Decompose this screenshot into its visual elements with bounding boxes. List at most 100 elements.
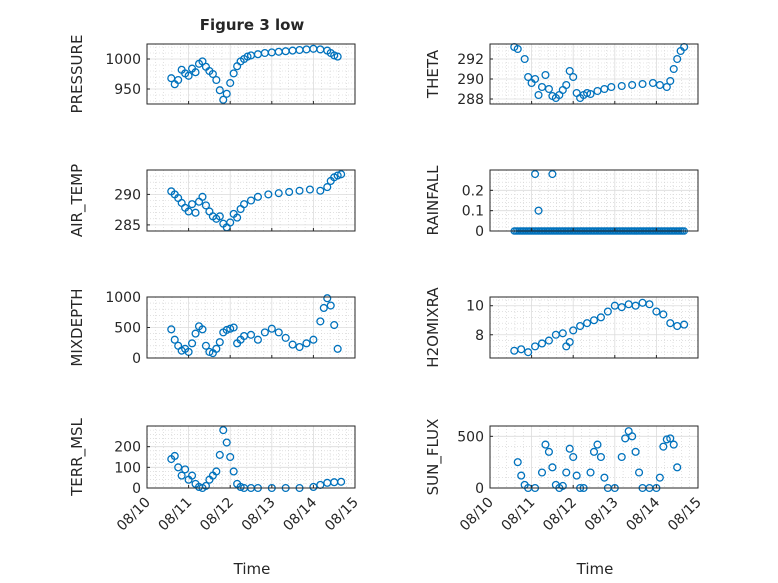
x-tick-label: 08/14 <box>280 494 320 534</box>
subplot-terr_msl: 0 100 200 08/10 08/11 08/12 08/13 08/14 08/15 TER… <box>68 417 362 534</box>
data-point <box>589 316 599 325</box>
data-point <box>562 468 571 477</box>
axes-box <box>489 169 699 232</box>
y-tick-label: 200 <box>114 440 141 456</box>
data-point <box>617 452 626 462</box>
data-point <box>617 81 626 91</box>
data-point <box>655 473 664 482</box>
data-point <box>659 442 668 451</box>
data-point <box>267 324 276 333</box>
data-point <box>659 310 668 319</box>
data-point <box>222 89 231 98</box>
data-point <box>226 324 235 333</box>
data-point <box>201 341 210 350</box>
data-point <box>596 313 605 322</box>
data-point <box>316 186 325 195</box>
data-point <box>631 447 640 456</box>
data-point <box>513 458 522 467</box>
data-point <box>274 189 283 198</box>
x-tick-label: 08/10 <box>114 495 154 535</box>
data-point <box>513 44 522 54</box>
data-point <box>562 80 571 90</box>
data-point <box>600 84 609 94</box>
data-point <box>212 344 221 353</box>
y-tick-label: 0.1 <box>462 204 484 220</box>
data-point <box>524 72 533 82</box>
data-point <box>603 307 612 316</box>
data-point <box>558 329 567 338</box>
plot-area <box>147 44 355 104</box>
data-point <box>544 84 553 94</box>
data-point <box>666 319 675 328</box>
data-point <box>537 82 547 92</box>
data-point <box>222 438 231 447</box>
x-tick-label: 08/14 <box>623 494 663 534</box>
data-point <box>240 200 249 209</box>
data-point <box>569 326 578 335</box>
x-axis-title-right: Time <box>576 560 614 578</box>
axes-box <box>146 43 356 105</box>
data-point <box>219 95 228 104</box>
data-point <box>666 76 675 86</box>
figure-title: Figure 3 low <box>200 16 305 34</box>
y-axis-label: RAINFALL <box>424 165 442 236</box>
data-point <box>253 192 262 201</box>
y-axis-label: H2OMIXRA <box>424 287 442 368</box>
y-tick-label: 1000 <box>105 52 141 68</box>
y-tick-label: 100 <box>114 460 141 476</box>
subplot-air_temp: 285 290 AIR_TEMP <box>68 164 356 237</box>
axes-box <box>489 425 699 489</box>
y-axis-label: AIR_TEMP <box>68 164 87 237</box>
data-point <box>184 71 193 80</box>
data-point <box>583 88 592 98</box>
y-tick-label: 0 <box>132 351 141 367</box>
data-point <box>524 348 533 357</box>
data-point <box>635 468 644 477</box>
data-point <box>537 468 547 477</box>
data-point <box>285 187 294 197</box>
data-point <box>669 64 678 74</box>
data-point <box>517 345 526 354</box>
data-point <box>229 323 238 332</box>
data-point <box>316 317 325 326</box>
data-point <box>170 335 179 344</box>
y-axis-label: SUN_FLUX <box>424 419 443 496</box>
data-point <box>638 79 647 89</box>
data-point <box>233 213 242 222</box>
data-point <box>593 86 602 96</box>
data-point <box>541 440 550 449</box>
data-point <box>666 434 675 443</box>
y-tick-label: 0.2 <box>462 183 484 199</box>
y-tick-label: 1000 <box>105 290 141 306</box>
x-axis-title-left: Time <box>233 560 271 578</box>
data-point <box>569 72 578 82</box>
data-point <box>617 303 626 312</box>
data-point <box>586 468 595 477</box>
data-point <box>326 301 335 310</box>
subplot-mixdepth: 0 500 1000 MIXDEPTH <box>68 288 356 367</box>
data-point <box>246 330 256 339</box>
data-point <box>215 338 224 347</box>
data-point <box>576 321 585 331</box>
data-point <box>174 75 183 85</box>
data-point <box>264 190 273 199</box>
data-point <box>215 86 224 95</box>
x-tick-label: 08/13 <box>582 495 622 535</box>
data-point <box>631 301 640 310</box>
subplot-sun_flux: 0 500 08/10 08/11 08/12 08/13 08/14 08/15 SUN_FL… <box>424 419 705 535</box>
data-point <box>600 473 609 482</box>
data-point <box>188 200 197 209</box>
data-point <box>188 339 197 348</box>
data-point <box>662 82 671 92</box>
data-point <box>323 294 332 303</box>
data-point <box>593 440 602 449</box>
data-point <box>534 206 543 215</box>
x-tick-label: 08/11 <box>499 495 539 535</box>
subplot-rainfall: 0 0.1 0.2 RAINFALL <box>424 165 699 240</box>
x-tick-label: 08/15 <box>322 495 362 535</box>
data-point <box>534 90 543 100</box>
data-point <box>302 339 311 348</box>
data-point <box>215 450 224 459</box>
data-point <box>229 467 238 476</box>
